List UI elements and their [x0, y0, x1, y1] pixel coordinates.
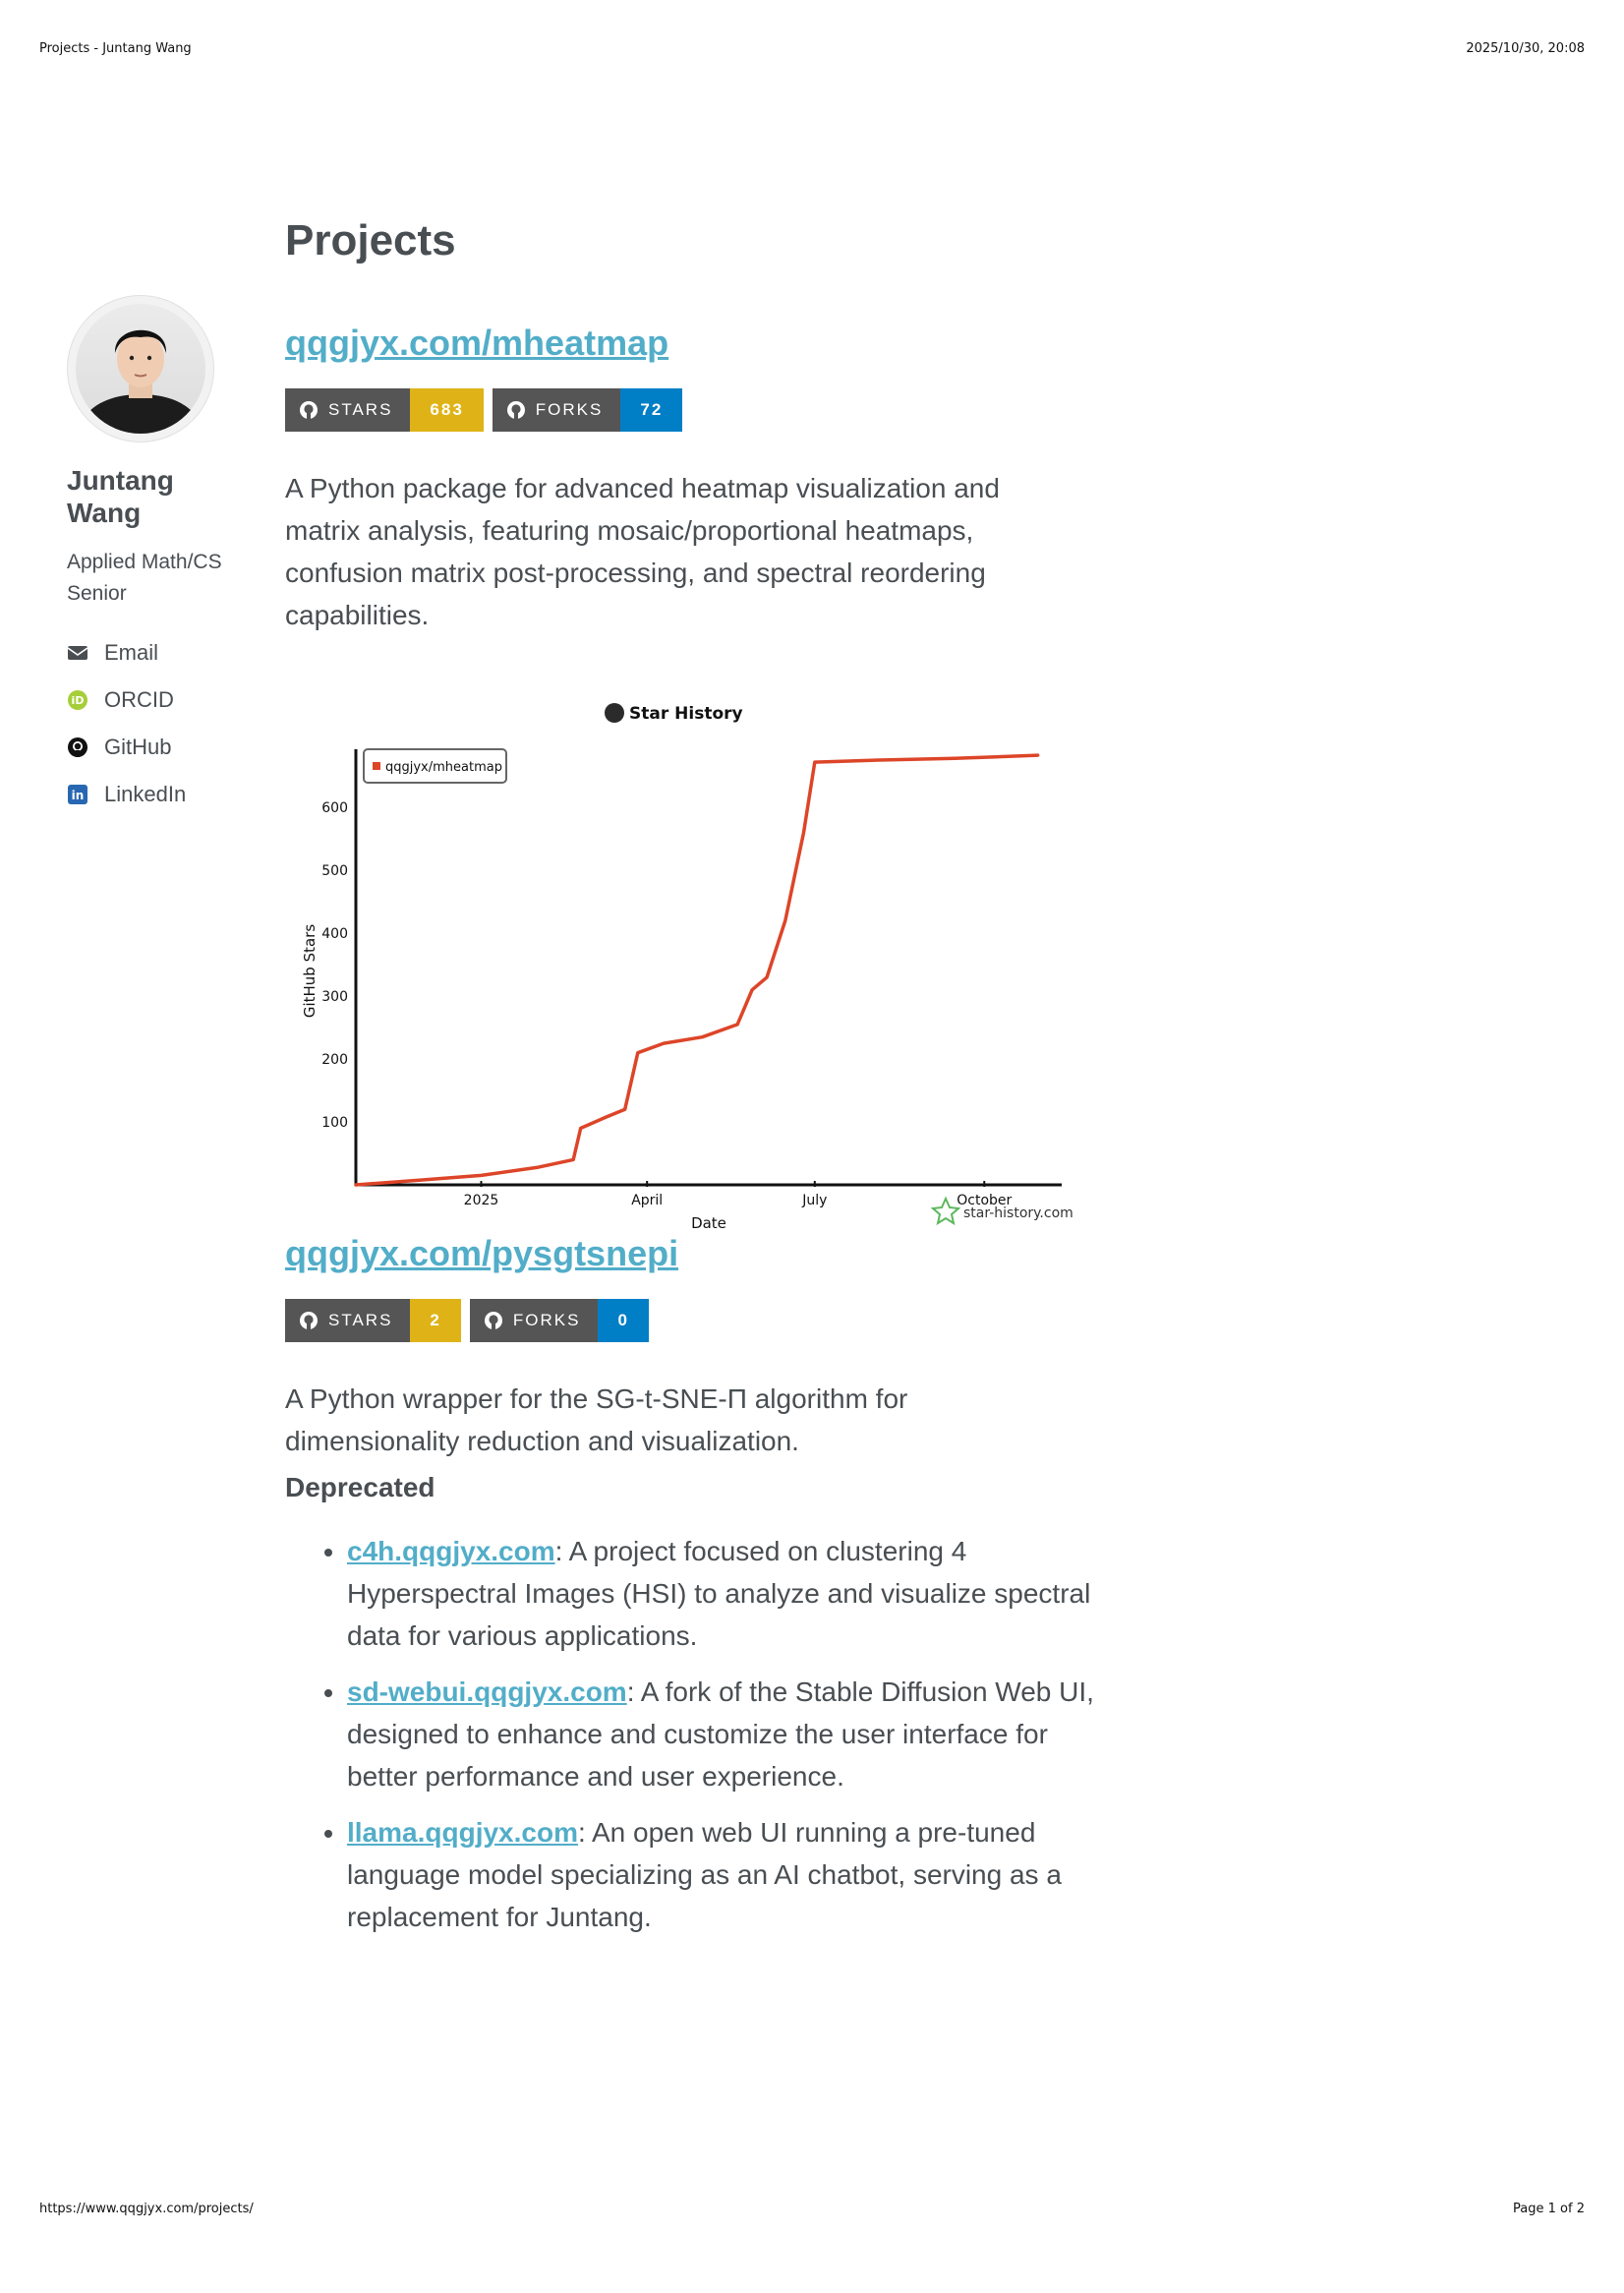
orcid-link[interactable]: iD ORCID	[67, 676, 244, 724]
y-tick-label: 200	[321, 1052, 348, 1068]
x-tick-label: April	[631, 1193, 663, 1208]
forks-badge-label: FORKS	[535, 400, 604, 419]
print-header-title: Projects - Juntang Wang	[39, 41, 192, 56]
avatar-portrait	[76, 329, 205, 434]
project-badges-pysgtsnepi: STARS 2 FORKS 0	[285, 1299, 1091, 1342]
orcid-icon: iD	[67, 689, 88, 711]
y-tick-label: 500	[321, 863, 348, 879]
author-name: Juntang Wang	[67, 465, 174, 528]
envelope-icon	[67, 642, 88, 664]
stars-badge[interactable]: STARS 2	[285, 1299, 461, 1342]
series-line-mheatmap	[354, 753, 1040, 1187]
x-tick-label: July	[801, 1193, 827, 1208]
deprecated-heading: Deprecated	[285, 1472, 435, 1502]
legend-label: qqgjyx/mheatmap	[385, 760, 502, 775]
star-history-svg: Star History 100 200 300 400 500 600 2025 April J…	[301, 703, 1073, 1232]
y-tick-label: 300	[321, 989, 348, 1005]
linkedin-link[interactable]: in LinkedIn	[67, 771, 244, 818]
forks-badge-count: 0	[598, 1299, 649, 1342]
github-icon	[300, 1312, 318, 1330]
y-tick-label: 400	[321, 926, 348, 942]
deprecated-description: : A fork of the Stable Diffusion Web UI,…	[347, 1676, 1094, 1792]
deprecated-description: : A project focused on clustering 4 Hype…	[347, 1536, 1091, 1651]
deprecated-description: : An open web UI running a pre-tuned lan…	[347, 1817, 1062, 1932]
email-link-label: Email	[104, 640, 159, 665]
x-tick-label: 2025	[464, 1193, 499, 1208]
forks-badge[interactable]: FORKS 0	[469, 1299, 649, 1342]
github-link-label: GitHub	[104, 735, 172, 759]
github-icon	[300, 401, 318, 420]
watermark: star-history.com	[963, 1205, 1073, 1221]
deprecated-link-c4h[interactable]: c4h.qqgjyx.com	[347, 1536, 555, 1566]
project-link-pysgtsnepi[interactable]: qqgjyx.com/pysgtsnepi	[285, 1233, 679, 1273]
page-title: Projects	[285, 216, 456, 265]
github-icon	[67, 736, 88, 758]
deprecated-list: c4h.qqgjyx.com: A project focused on clu…	[285, 1530, 1124, 1938]
author-bio: Applied Math/CS Senior	[67, 551, 222, 605]
star-icon	[930, 1196, 961, 1226]
project-badges-mheatmap: STARS 683 FORKS 72	[285, 388, 1091, 432]
y-tick-label: 100	[321, 1115, 348, 1131]
forks-badge-label: FORKS	[512, 1311, 581, 1329]
deprecated-link-llama[interactable]: llama.qqgjyx.com	[347, 1817, 578, 1848]
svg-text:in: in	[72, 789, 85, 802]
linkedin-link-label: LinkedIn	[104, 782, 187, 806]
deprecated-link-sd-webui[interactable]: sd-webui.qqgjyx.com	[347, 1676, 627, 1707]
forks-badge[interactable]: FORKS 72	[492, 388, 683, 432]
github-link[interactable]: GitHub	[67, 724, 244, 771]
print-footer-url: https://www.qqgjyx.com/projects/	[39, 2202, 254, 2216]
svg-text:iD: iD	[72, 694, 85, 707]
chart-title: Star History	[629, 704, 743, 724]
print-header: Projects - Juntang Wang 2025/10/30, 20:0…	[39, 41, 1585, 56]
legend-swatch	[373, 762, 380, 770]
stars-badge-count: 2	[410, 1299, 461, 1342]
project-description-pysgtsnepi: A Python wrapper for the SG-t-SNE-Π algo…	[285, 1383, 908, 1456]
print-header-timestamp: 2025/10/30, 20:08	[1466, 41, 1585, 56]
avatar	[67, 295, 214, 442]
stars-badge-count: 683	[410, 388, 484, 432]
y-axis-label: GitHub Stars	[301, 924, 319, 1019]
x-axis-label: Date	[691, 1214, 726, 1232]
y-tick-label: 600	[321, 800, 348, 816]
author-sidebar: Juntang Wang Applied Math/CS Senior Emai…	[67, 295, 244, 818]
print-footer: https://www.qqgjyx.com/projects/ Page 1 …	[39, 2202, 1585, 2216]
legend-box	[363, 748, 507, 784]
list-item: sd-webui.qqgjyx.com: A fork of the Stabl…	[347, 1671, 1124, 1797]
author-links: Email iD ORCID GitHub in LinkedIn	[67, 629, 244, 818]
project-description-mheatmap: A Python package for advanced heatmap vi…	[285, 473, 1000, 630]
main-content: Projects qqgjyx.com/mheatmap STARS 683 F…	[285, 211, 1094, 1952]
forks-badge-count: 72	[620, 388, 683, 432]
list-item: llama.qqgjyx.com: An open web UI running…	[347, 1811, 1124, 1938]
orcid-link-label: ORCID	[104, 687, 174, 712]
stars-badge[interactable]: STARS 683	[285, 388, 484, 432]
stars-badge-label: STARS	[328, 400, 393, 419]
email-link[interactable]: Email	[67, 629, 244, 676]
github-icon	[484, 1312, 502, 1330]
x-tick-label: October	[957, 1193, 1012, 1208]
stars-badge-label: STARS	[328, 1311, 393, 1329]
list-item: c4h.qqgjyx.com: A project focused on clu…	[347, 1530, 1124, 1657]
linkedin-icon: in	[67, 784, 88, 805]
project-link-mheatmap[interactable]: qqgjyx.com/mheatmap	[285, 323, 669, 363]
star-history-logo-icon	[605, 703, 624, 723]
print-footer-page: Page 1 of 2	[1513, 2202, 1585, 2216]
star-history-chart[interactable]: Star History 100 200 300 400 500 600 2025 April J…	[285, 688, 1091, 1239]
github-icon	[506, 401, 525, 420]
